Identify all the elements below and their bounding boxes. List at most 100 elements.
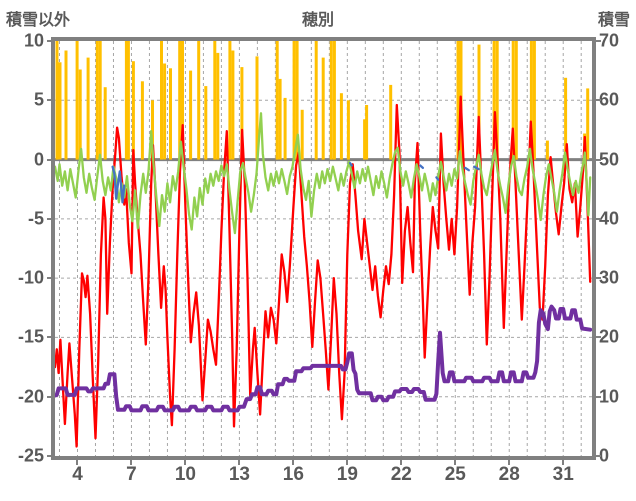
orange-bars-bar bbox=[78, 69, 82, 160]
y-right-tick-label: 70 bbox=[599, 30, 620, 51]
orange-bars-bar bbox=[300, 109, 304, 160]
axis-tick bbox=[454, 460, 457, 465]
axis-tick bbox=[596, 158, 601, 161]
orange-bars-bar bbox=[495, 41, 499, 160]
y-right-tick-label: 40 bbox=[599, 208, 620, 229]
axis-tick bbox=[47, 395, 52, 398]
x-tick-label: 25 bbox=[444, 464, 466, 485]
axis-tick bbox=[47, 277, 52, 280]
orange-bars-bar bbox=[131, 61, 135, 160]
x-tick-label: 31 bbox=[552, 464, 574, 485]
x-tick-label: 13 bbox=[228, 464, 250, 485]
orange-bars-bar bbox=[456, 41, 460, 160]
axis-tick bbox=[238, 460, 241, 465]
orange-bars-bar bbox=[181, 41, 184, 160]
y-right-tick-label: 30 bbox=[599, 267, 620, 288]
orange-bars-bar bbox=[240, 67, 244, 160]
red-line bbox=[55, 95, 592, 448]
axis-tick bbox=[47, 99, 52, 102]
axis-tick bbox=[596, 336, 601, 339]
y-left-tick-label: 5 bbox=[33, 89, 44, 110]
y-right-tick-label: 50 bbox=[599, 149, 620, 170]
orange-bars-bar bbox=[255, 56, 259, 160]
axis-tick bbox=[596, 40, 601, 42]
chart-canvas bbox=[55, 41, 592, 456]
orange-bars-bar bbox=[213, 41, 217, 160]
orange-bars-bar bbox=[189, 70, 193, 160]
orange-bars-bar bbox=[169, 68, 172, 160]
orange-bars-bar bbox=[228, 41, 232, 160]
orange-bars-bar bbox=[511, 41, 515, 160]
orange-bars-bar bbox=[86, 57, 90, 160]
orange-bars-bar bbox=[178, 41, 182, 160]
y-left-tick-label: -15 bbox=[17, 326, 44, 347]
orange-bars-bar bbox=[492, 41, 496, 160]
orange-bars-bar bbox=[275, 41, 279, 160]
axis-tick bbox=[346, 460, 349, 465]
orange-bars-bar bbox=[545, 140, 549, 160]
orange-bars-bar bbox=[204, 86, 208, 160]
orange-bars-bar bbox=[58, 62, 62, 160]
x-tick-label: 19 bbox=[336, 464, 358, 485]
orange-bars-bar bbox=[332, 41, 336, 160]
left-axis-title: 積雪以外 bbox=[6, 12, 71, 29]
orange-bars-bar bbox=[55, 41, 59, 160]
y-right-tick-label: 10 bbox=[599, 386, 620, 407]
y-left-tick-label: -5 bbox=[27, 208, 44, 229]
axis-tick bbox=[47, 158, 52, 161]
blue-line bbox=[348, 161, 353, 167]
y-left-tick-label: -10 bbox=[17, 267, 44, 288]
orange-bars-bar bbox=[126, 41, 130, 160]
plot-area bbox=[51, 37, 596, 460]
orange-bars-bar bbox=[140, 81, 144, 160]
orange-bars-bar bbox=[329, 41, 333, 160]
orange-bars-bar bbox=[586, 88, 590, 160]
x-tick-label: 10 bbox=[174, 464, 196, 485]
orange-bars-bar bbox=[532, 41, 536, 160]
x-tick-label: 4 bbox=[72, 464, 83, 485]
axis-tick bbox=[508, 460, 511, 465]
orange-bars-bar bbox=[365, 105, 369, 160]
orange-bars-bar bbox=[278, 78, 282, 160]
purple-line bbox=[55, 304, 592, 413]
x-tick-label: 7 bbox=[126, 464, 137, 485]
axis-tick bbox=[47, 455, 52, 457]
axis-tick bbox=[47, 336, 52, 339]
blue-line bbox=[111, 165, 126, 204]
x-tick-label: 22 bbox=[390, 464, 412, 485]
orange-bars-bar bbox=[514, 41, 518, 160]
blue-line bbox=[473, 165, 480, 171]
orange-bars-bar bbox=[564, 77, 568, 160]
orange-bars-bar bbox=[283, 97, 287, 160]
orange-bars-bar bbox=[231, 50, 235, 160]
axis-tick bbox=[292, 460, 295, 465]
axis-tick bbox=[596, 455, 601, 457]
orange-bars-bar bbox=[95, 41, 99, 160]
x-tick-label: 16 bbox=[282, 464, 304, 485]
axis-tick bbox=[184, 460, 187, 465]
orange-bars-bar bbox=[160, 41, 163, 160]
blue-line bbox=[419, 164, 425, 170]
y-left-tick-label: 10 bbox=[23, 30, 44, 51]
axis-tick bbox=[562, 460, 565, 465]
axis-tick bbox=[596, 395, 601, 398]
axis-tick bbox=[596, 217, 601, 220]
blue-line bbox=[435, 176, 440, 181]
axis-tick bbox=[596, 277, 601, 280]
x-tick-label: 28 bbox=[498, 464, 520, 485]
orange-bars-bar bbox=[163, 63, 167, 160]
green-line bbox=[55, 112, 592, 235]
axis-tick bbox=[47, 40, 52, 42]
chart-title: 穂別 bbox=[301, 12, 334, 29]
right-axis-title: 積雪 bbox=[597, 12, 630, 29]
orange-bars-bar bbox=[151, 100, 154, 160]
axis-tick bbox=[596, 99, 601, 102]
axis-tick bbox=[47, 217, 52, 220]
axis-tick bbox=[130, 460, 133, 465]
orange-bars-bar bbox=[389, 84, 393, 160]
orange-bars-bar bbox=[295, 41, 299, 160]
orange-bars-bar bbox=[197, 41, 201, 160]
orange-bars-bar bbox=[363, 119, 367, 160]
y-right-tick-label: 60 bbox=[599, 89, 620, 110]
